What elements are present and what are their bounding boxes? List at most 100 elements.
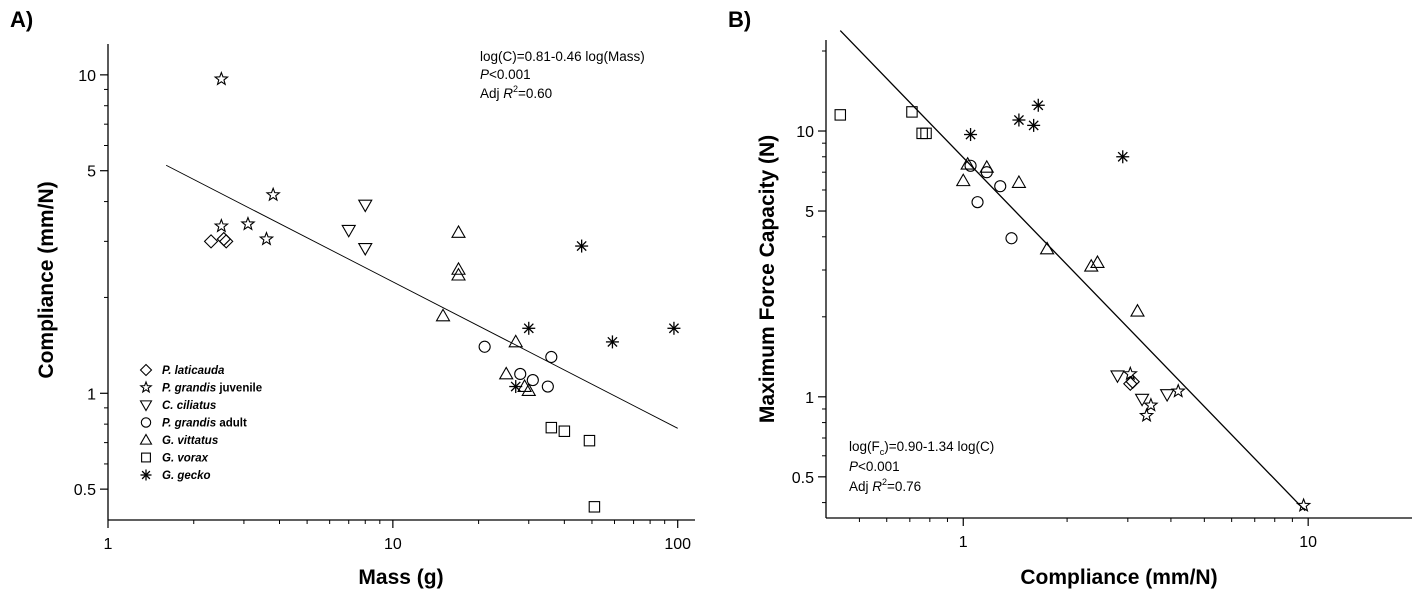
data-point-star bbox=[213, 71, 230, 86]
data-point-circle bbox=[478, 340, 491, 353]
y-tick-label: 10 bbox=[78, 68, 96, 85]
panel-a-fit-line bbox=[165, 164, 678, 429]
panel-b-chart: B) 1 10 0.5 1 5 10 Compliance (mm/N) Maximum … bbox=[728, 7, 1412, 589]
data-point-asterisk bbox=[1116, 150, 1130, 164]
panel-a-ticks: 1 10 100 0.5 1 5 10 bbox=[74, 68, 691, 553]
y-tick-label: 1 bbox=[87, 386, 96, 403]
data-point-triangle-down bbox=[1110, 370, 1125, 384]
data-point-asterisk bbox=[1031, 98, 1045, 112]
legend-label: G. gecko bbox=[162, 470, 211, 482]
data-point-asterisk bbox=[667, 321, 681, 335]
data-point-asterisk bbox=[1027, 118, 1041, 132]
data-point-asterisk bbox=[1012, 113, 1026, 127]
data-point-star bbox=[1122, 365, 1138, 381]
data-point-circle bbox=[994, 180, 1007, 193]
x-tick-label: 10 bbox=[384, 536, 402, 553]
panel-a-r2: Adj R2=0.60 bbox=[480, 84, 552, 101]
data-point-diamond bbox=[203, 234, 219, 249]
data-point-diamond bbox=[216, 231, 232, 247]
panel-b-equation: log(Fc)=0.90-1.34 log(C) bbox=[849, 439, 994, 457]
legend-label: P. grandis juvenile bbox=[162, 383, 262, 395]
panel-a-equation: log(C)=0.81-0.46 log(Mass) bbox=[480, 49, 645, 64]
y-tick-label: 1 bbox=[805, 390, 814, 407]
data-point-triangle-up bbox=[1083, 258, 1099, 272]
panel-a-pvalue: P<0.001 bbox=[480, 67, 531, 82]
x-tick-label: 100 bbox=[664, 536, 691, 553]
panel-b-label: B) bbox=[728, 7, 751, 32]
data-point-star bbox=[265, 186, 281, 202]
panel-a-points bbox=[203, 71, 681, 513]
data-point-asterisk bbox=[964, 128, 978, 142]
data-point-star bbox=[240, 215, 256, 231]
data-point-triangle-up bbox=[1130, 303, 1145, 317]
data-point-triangle-down bbox=[1134, 393, 1150, 407]
x-tick-label: 1 bbox=[959, 534, 968, 551]
legend-label: P. grandis adult bbox=[162, 418, 247, 430]
data-point-asterisk bbox=[575, 239, 589, 253]
panel-b-r2: Adj R2=0.76 bbox=[849, 477, 921, 494]
panel-b-points bbox=[834, 98, 1312, 513]
data-point-triangle-down bbox=[1159, 389, 1175, 403]
panel-b-fit-line bbox=[839, 30, 1306, 512]
panel-a-label: A) bbox=[10, 7, 33, 32]
data-point-triangle-up bbox=[451, 261, 466, 275]
data-point-square bbox=[588, 501, 601, 513]
regression-line bbox=[165, 164, 678, 429]
panel-b-x-label: Compliance (mm/N) bbox=[1020, 566, 1217, 589]
panel-a-annotation: log(C)=0.81-0.46 log(Mass) P<0.001 Adj R… bbox=[480, 49, 645, 101]
data-point-star bbox=[1170, 383, 1186, 398]
data-point-circle bbox=[971, 196, 984, 209]
data-point-triangle-down bbox=[341, 224, 357, 238]
panel-a-y-label: Compliance (mm/N) bbox=[35, 181, 58, 378]
legend-label: C. ciliatus bbox=[162, 400, 216, 412]
legend-marker-asterisk bbox=[140, 469, 152, 481]
data-point-triangle-down bbox=[357, 243, 373, 257]
legend-marker-circle bbox=[140, 417, 152, 428]
legend-label: G. vorax bbox=[162, 453, 209, 465]
legend-label: P. laticauda bbox=[162, 365, 225, 377]
data-point-star bbox=[1138, 407, 1155, 423]
data-point-triangle-up bbox=[1039, 241, 1055, 255]
data-point-square bbox=[558, 425, 571, 437]
legend-marker-square bbox=[141, 452, 151, 463]
panel-a-x-label: Mass (g) bbox=[358, 566, 443, 589]
legend-marker-triangle-down bbox=[139, 400, 153, 412]
data-point-diamond bbox=[218, 234, 234, 249]
y-tick-label: 0.5 bbox=[74, 482, 96, 499]
data-point-square bbox=[920, 127, 932, 140]
regression-line bbox=[839, 30, 1306, 512]
data-point-triangle-up bbox=[1090, 254, 1105, 268]
legend-marker-triangle-up bbox=[139, 433, 153, 445]
data-point-square bbox=[916, 127, 928, 140]
data-point-triangle-up bbox=[1011, 174, 1027, 188]
data-point-triangle-up bbox=[508, 334, 524, 348]
y-tick-label: 10 bbox=[796, 124, 814, 141]
data-point-square bbox=[906, 106, 918, 118]
panel-b-annotation: log(Fc)=0.90-1.34 log(C) P<0.001 Adj R2=… bbox=[849, 439, 994, 494]
data-point-triangle-up bbox=[435, 308, 451, 322]
data-point-circle bbox=[541, 380, 554, 393]
data-point-triangle-up bbox=[451, 267, 466, 281]
data-point-triangle-up bbox=[498, 366, 514, 380]
data-point-circle bbox=[514, 367, 527, 381]
data-point-diamond bbox=[1123, 376, 1138, 392]
data-point-square bbox=[583, 434, 596, 447]
data-point-triangle-up bbox=[979, 159, 995, 173]
data-point-triangle-up bbox=[960, 156, 976, 170]
data-point-star bbox=[1143, 397, 1159, 412]
data-point-triangle-down bbox=[357, 199, 373, 213]
data-point-asterisk bbox=[522, 321, 536, 335]
panel-b-y-label: Maximum Force Capacity (N) bbox=[756, 135, 779, 423]
data-point-circle bbox=[964, 159, 977, 172]
data-point-asterisk bbox=[509, 380, 523, 394]
data-point-asterisk bbox=[605, 335, 619, 349]
y-tick-label: 5 bbox=[87, 164, 96, 181]
data-point-triangle-up bbox=[955, 173, 971, 187]
panel-a-legend: P. laticauda P. grandis juvenile C. ciliat… bbox=[139, 363, 262, 482]
data-point-circle bbox=[545, 350, 558, 364]
data-point-circle bbox=[526, 374, 539, 387]
data-point-circle bbox=[1005, 232, 1018, 245]
data-point-triangle-up bbox=[521, 382, 537, 396]
data-point-triangle-up bbox=[451, 224, 466, 238]
